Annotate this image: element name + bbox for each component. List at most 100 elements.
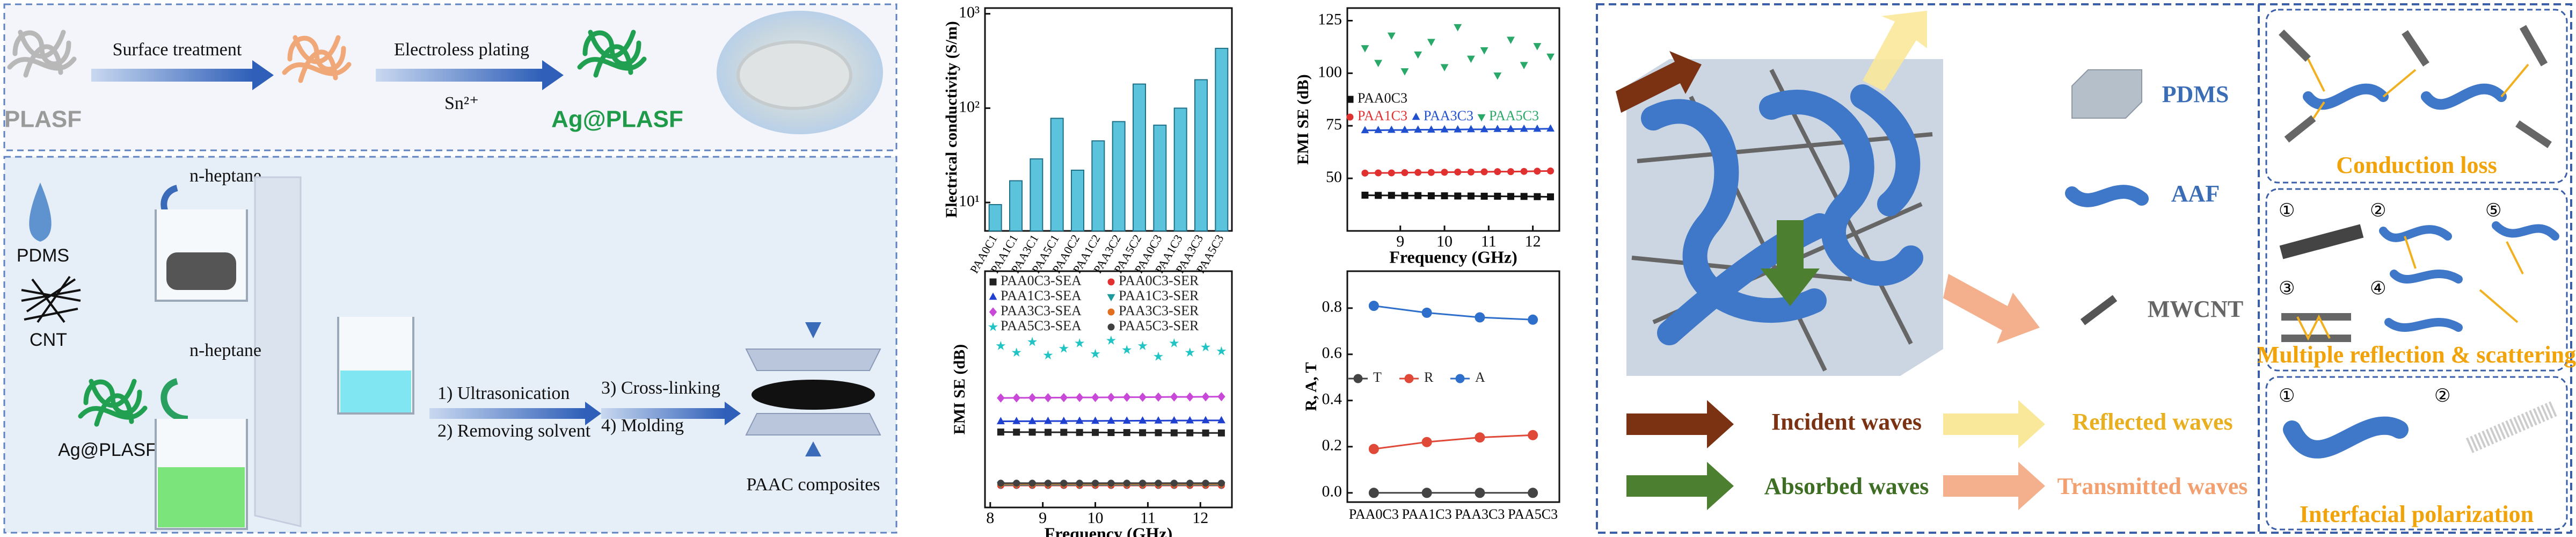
marker [1202,480,1209,487]
marker [1441,169,1448,176]
box-title: Interfacial polarization [2300,501,2534,527]
series-line [1374,305,1533,321]
bar [1091,140,1105,232]
label: Surface treatment [113,40,242,60]
legend-label: PAA0C3 [1358,90,1407,106]
step-marker: ① [2279,386,2295,406]
marker [1011,347,1021,357]
marker [1368,488,1379,498]
legend-label: PAA1C3 [1358,108,1407,124]
marker [1107,393,1115,402]
marker [1122,345,1132,354]
marker [1493,72,1502,80]
y-axis-label: R, A, T [1302,362,1320,411]
y-tick-label: 0.0 [1322,483,1342,500]
marker [1401,169,1409,177]
marker [1186,392,1194,402]
x-tick-label: 11 [1481,233,1497,250]
decoration [2279,30,2311,62]
press-arrow [805,441,821,456]
legend-label: R [1424,369,1434,385]
marker [1507,37,1515,44]
y-tick-label: 0.2 [1322,437,1342,454]
marker [1107,416,1115,424]
preparation-panel: PDMS CNT n-heptane Ag@PLASF n-heptane 1)… [3,156,897,534]
marker [1480,192,1488,200]
marker [1092,429,1099,436]
marker [1044,416,1052,424]
marker [1534,193,1541,200]
x-tick-label: 12 [1525,233,1541,250]
legend-marker [1346,96,1354,103]
x-tick-label: 9 [1039,509,1047,527]
press-arrow [805,322,821,338]
marker [1170,392,1178,402]
marker [1414,169,1422,176]
marker [1427,125,1435,133]
marker [1388,192,1395,199]
label: n-heptane [189,166,261,186]
legend-marker [989,307,997,317]
decoration [2284,115,2316,143]
marker [1027,337,1038,346]
marker [1170,429,1178,437]
decoration [2303,83,2389,110]
bar [1194,79,1208,232]
bar [1153,125,1167,231]
marker [1547,167,1555,175]
marker [996,340,1006,350]
wave-label: Absorbed waves [1764,473,1929,499]
box-illustration [2303,83,2507,110]
marker [1427,39,1435,46]
bar [1112,121,1126,231]
marker [1520,62,1528,69]
marker [1400,125,1409,133]
marker [1475,432,1485,443]
y-axis-label: Electrical conductivity (S/m) [943,21,960,218]
absorbed-arrow [1626,462,1734,510]
x-axis-label: Frequency (GHz) [1389,247,1517,266]
x-tick-label: 10 [1436,233,1453,250]
legend-marker [1107,323,1115,331]
legend-marker [1455,374,1465,383]
marker [1123,393,1131,402]
marker [1154,392,1163,402]
marker [1123,480,1130,487]
arrow-head [725,402,741,425]
marker [1414,125,1422,133]
marker [1216,346,1227,355]
marker [1520,124,1528,132]
pdms-icon [2071,69,2142,119]
y-axis-label: EMI SE (dB) [1294,74,1312,164]
marker [1494,192,1501,200]
marker [1507,168,1514,176]
legend-marker [1107,308,1115,316]
decoration [2421,83,2507,110]
legend-marker [1107,278,1115,286]
mwcnt-icon [2080,295,2118,325]
marker [1013,429,1020,436]
legend-label: PAA3C3-SER [1119,303,1199,318]
label: n-heptane [189,340,261,360]
y-axis-label: EMI SE (dB) [951,344,968,434]
box-illustration [2465,401,2559,453]
marker [1155,429,1162,437]
marker [1401,192,1409,199]
y-tick-label: 10² [959,98,980,115]
bar [1050,118,1064,231]
legend-label: PDMS [2162,81,2229,107]
marker [1122,416,1131,424]
y-tick-label: 0.4 [1322,390,1342,408]
marker [1044,429,1052,436]
marker [1440,125,1449,133]
marker [1028,480,1036,487]
marker [1170,480,1178,487]
marker [1421,488,1432,498]
marker [1154,416,1163,424]
x-tick-label: 11 [1140,509,1156,527]
series-line [1374,434,1533,450]
label: CNT [30,330,67,350]
marker [1201,342,1211,352]
marker [1520,193,1528,200]
marker [1028,417,1037,424]
